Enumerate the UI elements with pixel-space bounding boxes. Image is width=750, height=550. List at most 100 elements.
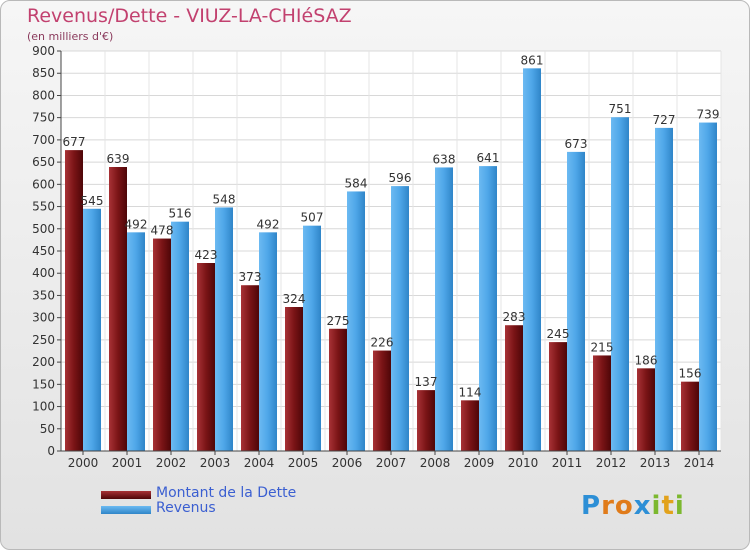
data-label-debt: 423	[195, 248, 218, 262]
legend-swatch-revenue	[101, 506, 151, 514]
y-tick-label: 700	[32, 133, 55, 147]
bar-debt	[461, 400, 479, 451]
data-label-revenue: 641	[477, 151, 500, 165]
y-tick-label: 300	[32, 311, 55, 325]
bar-debt	[241, 285, 259, 451]
x-tick-label: 2013	[640, 456, 671, 470]
bar-revenue	[655, 127, 673, 451]
x-tick-label: 2010	[508, 456, 539, 470]
x-tick-label: 2003	[200, 456, 231, 470]
bar-debt	[197, 263, 215, 451]
y-tick-label: 500	[32, 222, 55, 236]
x-tick-label: 2011	[552, 456, 583, 470]
bar-debt	[109, 167, 127, 451]
logo-letter: i	[674, 491, 685, 521]
logo-letter: i	[651, 491, 662, 521]
chart-subtitle: (en milliers d'€)	[27, 30, 114, 43]
data-label-revenue: 739	[697, 108, 720, 122]
y-tick-label: 800	[32, 88, 55, 102]
data-label-debt: 114	[459, 385, 482, 399]
bar-debt	[505, 325, 523, 451]
bar-revenue	[171, 221, 189, 451]
y-tick-label: 400	[32, 266, 55, 280]
data-label-debt: 373	[239, 270, 262, 284]
data-label-debt: 156	[679, 367, 702, 381]
data-label-revenue: 861	[521, 53, 544, 67]
data-label-revenue: 584	[345, 176, 368, 190]
x-tick-label: 2014	[684, 456, 715, 470]
x-tick-label: 2000	[68, 456, 99, 470]
y-tick-label: 850	[32, 66, 55, 80]
bar-debt	[153, 238, 171, 451]
x-tick-label: 2007	[376, 456, 407, 470]
y-tick-label: 750	[32, 111, 55, 125]
y-tick-label: 50	[40, 422, 55, 436]
bar-revenue	[259, 232, 277, 451]
bar-debt	[593, 355, 611, 451]
data-label-debt: 226	[371, 336, 394, 350]
y-tick-label: 550	[32, 200, 55, 214]
x-tick-label: 2006	[332, 456, 363, 470]
data-label-debt: 283	[503, 310, 526, 324]
data-label-debt: 324	[283, 292, 306, 306]
bar-revenue	[303, 225, 321, 451]
y-tick-label: 0	[47, 444, 55, 458]
y-tick-label: 450	[32, 244, 55, 258]
y-tick-label: 200	[32, 355, 55, 369]
bar-debt	[65, 150, 83, 451]
x-tick-label: 2005	[288, 456, 319, 470]
x-tick-label: 2012	[596, 456, 627, 470]
bar-revenue	[567, 151, 585, 451]
bar-revenue	[479, 166, 497, 451]
logo-letter: x	[633, 491, 652, 521]
x-tick-label: 2008	[420, 456, 451, 470]
bar-revenue	[611, 117, 629, 451]
y-tick-label: 350	[32, 288, 55, 302]
legend-swatch-debt	[101, 491, 151, 499]
logo-letter: P	[581, 491, 602, 521]
bar-revenue	[347, 191, 365, 451]
data-label-revenue: 492	[257, 217, 280, 231]
data-label-debt: 137	[415, 375, 438, 389]
data-label-debt: 478	[151, 224, 174, 238]
bar-revenue	[83, 208, 101, 451]
data-label-revenue: 727	[653, 113, 676, 127]
bar-debt	[417, 390, 435, 451]
bar-revenue	[435, 167, 453, 451]
data-label-revenue: 492	[125, 217, 148, 231]
data-label-revenue: 516	[169, 207, 192, 221]
y-tick-label: 650	[32, 155, 55, 169]
data-label-revenue: 673	[565, 137, 588, 151]
data-label-debt: 245	[547, 327, 570, 341]
data-label-debt: 275	[327, 314, 350, 328]
bar-debt	[637, 368, 655, 451]
proxiti-logo: Proxiti	[581, 491, 685, 521]
bar-revenue	[523, 68, 541, 451]
y-tick-label: 900	[32, 44, 55, 58]
bar-revenue	[127, 232, 145, 451]
bar-revenue	[391, 186, 409, 451]
bar-revenue	[215, 207, 233, 451]
x-tick-label: 2002	[156, 456, 187, 470]
x-tick-label: 2001	[112, 456, 143, 470]
y-tick-label: 150	[32, 377, 55, 391]
bar-debt	[549, 342, 567, 451]
data-label-debt: 677	[63, 135, 86, 149]
y-tick-label: 100	[32, 400, 55, 414]
bar-debt	[329, 328, 347, 451]
logo-letter: r	[601, 491, 615, 521]
data-label-revenue: 545	[81, 194, 104, 208]
logo-letter: o	[614, 491, 634, 521]
x-tick-label: 2004	[244, 456, 275, 470]
data-label-revenue: 751	[609, 102, 632, 116]
legend-label-revenue: Revenus	[156, 500, 216, 516]
chart-title: Revenus/Dette - VIUZ-LA-CHIéSAZ	[27, 5, 352, 27]
bar-debt	[285, 307, 303, 451]
bar-debt	[373, 350, 391, 451]
y-tick-label: 600	[32, 177, 55, 191]
bar-debt	[681, 381, 699, 451]
data-label-debt: 215	[591, 340, 614, 354]
data-label-revenue: 507	[301, 211, 324, 225]
